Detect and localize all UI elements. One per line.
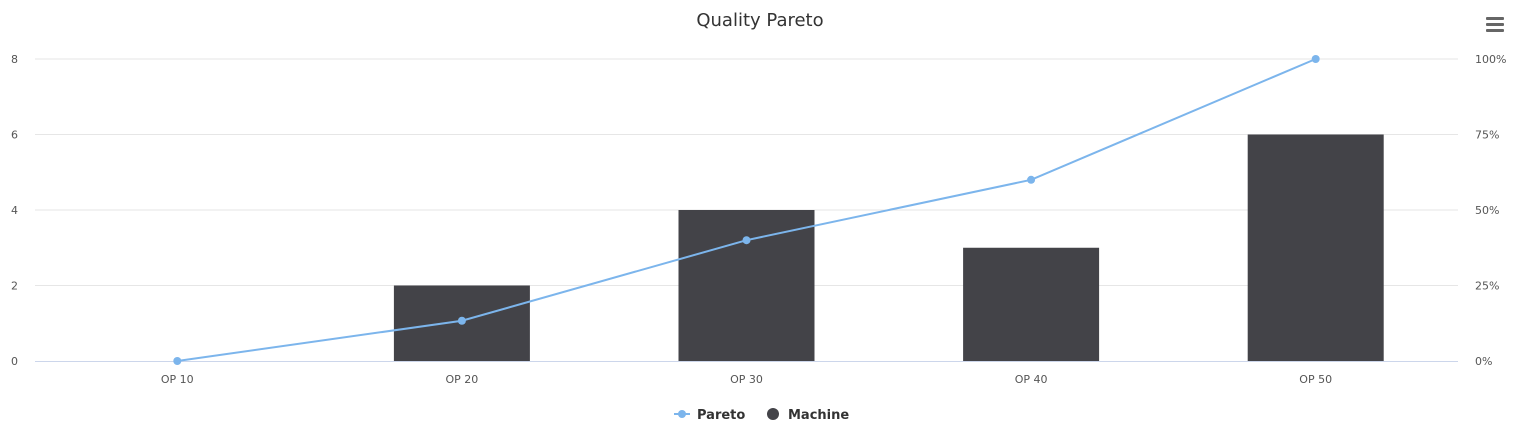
chart-title: Quality Pareto bbox=[696, 10, 823, 31]
legend-item-pareto[interactable]: Pareto bbox=[674, 408, 745, 423]
x-tick-label: OP 20 bbox=[446, 373, 479, 386]
bar-op-30[interactable] bbox=[678, 210, 815, 361]
legend: Pareto Machine bbox=[674, 408, 849, 423]
bar-op-50[interactable] bbox=[1247, 134, 1384, 362]
pareto-point-op-20[interactable] bbox=[457, 316, 466, 325]
x-tick-label: OP 50 bbox=[1299, 373, 1332, 386]
y-left-tick-label: 2 bbox=[11, 280, 18, 293]
y-axis-right: 0% 25% 50% 75% 100% bbox=[1475, 53, 1506, 368]
y-right-tick-label: 75% bbox=[1475, 129, 1499, 142]
y-left-tick-label: 8 bbox=[11, 53, 18, 66]
legend-label-pareto: Pareto bbox=[697, 408, 745, 423]
chart-menu-button[interactable] bbox=[1484, 12, 1508, 36]
bar-op-40[interactable] bbox=[963, 247, 1100, 361]
line-series-pareto bbox=[173, 55, 1320, 365]
y-left-tick-label: 6 bbox=[11, 129, 18, 142]
x-tick-label: OP 10 bbox=[161, 373, 194, 386]
legend-marker-machine bbox=[767, 408, 779, 420]
pareto-point-op-40[interactable] bbox=[1027, 175, 1036, 184]
x-tick-label: OP 30 bbox=[730, 373, 763, 386]
y-right-tick-label: 0% bbox=[1475, 355, 1492, 368]
y-left-tick-label: 4 bbox=[11, 204, 18, 217]
y-right-tick-label: 100% bbox=[1475, 53, 1506, 66]
hamburger-menu-icon[interactable] bbox=[1486, 17, 1504, 32]
x-tick-label: OP 40 bbox=[1015, 373, 1048, 386]
pareto-point-op-30[interactable] bbox=[742, 236, 751, 245]
legend-marker-pareto bbox=[678, 410, 686, 418]
bar-series-machine bbox=[393, 134, 1384, 362]
y-axis-left: 0 2 4 6 8 bbox=[11, 53, 18, 368]
y-right-tick-label: 25% bbox=[1475, 280, 1499, 293]
y-right-tick-label: 50% bbox=[1475, 204, 1499, 217]
y-left-tick-label: 0 bbox=[11, 355, 18, 368]
legend-label-machine: Machine bbox=[788, 408, 849, 423]
pareto-point-op-50[interactable] bbox=[1311, 55, 1320, 63]
x-axis: OP 10 OP 20 OP 30 OP 40 OP 50 bbox=[35, 361, 1458, 386]
legend-item-machine[interactable]: Machine bbox=[767, 408, 849, 423]
pareto-point-op-10[interactable] bbox=[173, 357, 182, 365]
